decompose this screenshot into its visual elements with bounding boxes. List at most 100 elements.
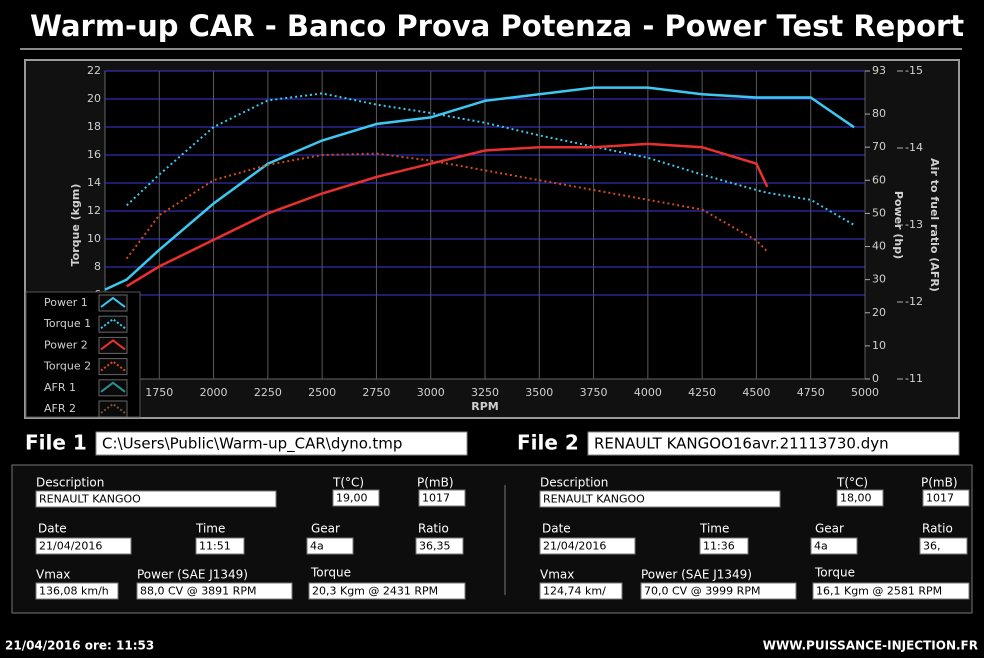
x-tick-label: 4250 [688,386,716,399]
field-value: 21/04/2016 [543,540,606,553]
y-tick-label: 10 [87,232,101,245]
y-tick-label: 20 [87,92,101,105]
field-box [810,537,858,555]
legend-swatch [98,294,128,312]
y-tick-label: 18 [87,120,101,133]
x-tick-label: 2750 [362,386,390,399]
y2-tick-label: 93 [872,64,886,77]
field-box [539,490,781,508]
y2-tick-label: 30 [872,273,886,286]
field-label: Gear [311,522,340,536]
field-box [136,582,293,600]
field-box [418,489,466,507]
field-label: T(°C) [332,476,364,490]
file-path-box [587,431,960,456]
series-line [126,142,769,288]
field-box [308,582,466,600]
legend-swatch [98,400,128,418]
field-label: Ratio [922,522,953,536]
legend-label: Torque 1 [43,317,91,330]
legend-label: Torque 2 [43,360,91,373]
field-value: 1017 [926,492,954,505]
x-tick-label: 3500 [525,386,553,399]
field-label: Power (SAE J1349) [137,568,248,582]
field-value: 88,0 CV @ 3891 RPM [140,585,256,598]
field-box [836,489,884,507]
field-value: 11:51 [199,540,231,553]
series-line [126,92,855,226]
x-tick-label: 2000 [200,386,228,399]
legend-swatch [98,315,128,333]
field-box [195,537,245,555]
y3-tick-label: -11 [905,372,923,385]
field-value: 11:36 [703,540,735,553]
field-value: 36, [923,540,941,553]
field-value: RENAULT KANGOO [39,493,141,506]
field-box [35,490,277,508]
legend-line [100,381,126,393]
field-label: Gear [815,522,844,536]
legend-swatch [98,379,128,397]
x-tick-label: 2250 [254,386,282,399]
y3-tick-label: -14 [905,141,923,154]
x-tick-label: 3000 [417,386,445,399]
field-box [640,582,797,600]
field-box [699,537,749,555]
field-box [919,537,968,555]
field-value: 4a [814,540,828,553]
y-tick-label: 14 [87,176,101,189]
legend-label: AFR 2 [44,402,76,415]
legend-swatch [98,358,128,376]
legend-line [100,402,126,414]
legend-line [100,296,126,308]
field-value: 18,00 [840,492,872,505]
field-label: Description [36,476,104,490]
field-label: Vmax [540,568,574,582]
x-axis-label: RPM [471,400,498,413]
file-path: C:\Users\Public\Warm-up_CAR\dyno.tmp [102,435,402,454]
field-label: Description [540,476,608,490]
field-box [539,537,636,555]
field-value: 136,08 km/h [39,585,109,598]
y3-axis-label: Air to fuel ratio (AFR) [928,158,941,292]
field-box [812,582,970,600]
y-tick-label: 12 [87,204,101,217]
y3-tick-label: -13 [905,218,923,231]
x-tick-label: 3750 [580,386,608,399]
field-label: Vmax [36,568,70,582]
y2-tick-label: 20 [872,306,886,319]
y2-tick-label: 70 [872,140,886,153]
field-value: 19,00 [336,492,368,505]
y-axis-label: Torque (kgm) [69,184,82,267]
y2-tick-label: 10 [872,339,886,352]
field-value: 36,35 [419,540,451,553]
x-tick-label: 3250 [471,386,499,399]
field-label: Date [542,522,571,536]
field-value: 70,0 CV @ 3999 RPM [644,585,760,598]
series-line [125,152,769,260]
field-box [539,582,623,600]
field-value: 124,74 km/ [543,585,606,598]
field-label: Power (SAE J1349) [641,568,752,582]
field-label: P(mB) [921,476,958,490]
report-title: Warm-up CAR - Banco Prova Potenza - Powe… [30,9,964,43]
field-box [35,582,119,600]
field-value: 4a [310,540,324,553]
footer-date: 21/04/2016 ore: 11:53 [5,639,154,653]
legend-line [100,339,126,351]
y-tick-label: 8 [94,260,101,273]
y2-tick-label: 80 [872,107,886,120]
x-tick-label: 4750 [797,386,825,399]
footer-url: WWW.PUISSANCE-INJECTION.FR [763,639,978,653]
y2-tick-label: 0 [872,372,879,385]
field-value: 21/04/2016 [39,540,102,553]
field-box [922,489,970,507]
file-path-box [95,431,468,456]
legend-swatch [98,336,128,354]
field-label: Time [195,522,225,536]
y3-tick-label: -15 [905,64,923,77]
field-label: Time [699,522,729,536]
field-box [332,489,380,507]
field-label: Ratio [418,522,449,536]
